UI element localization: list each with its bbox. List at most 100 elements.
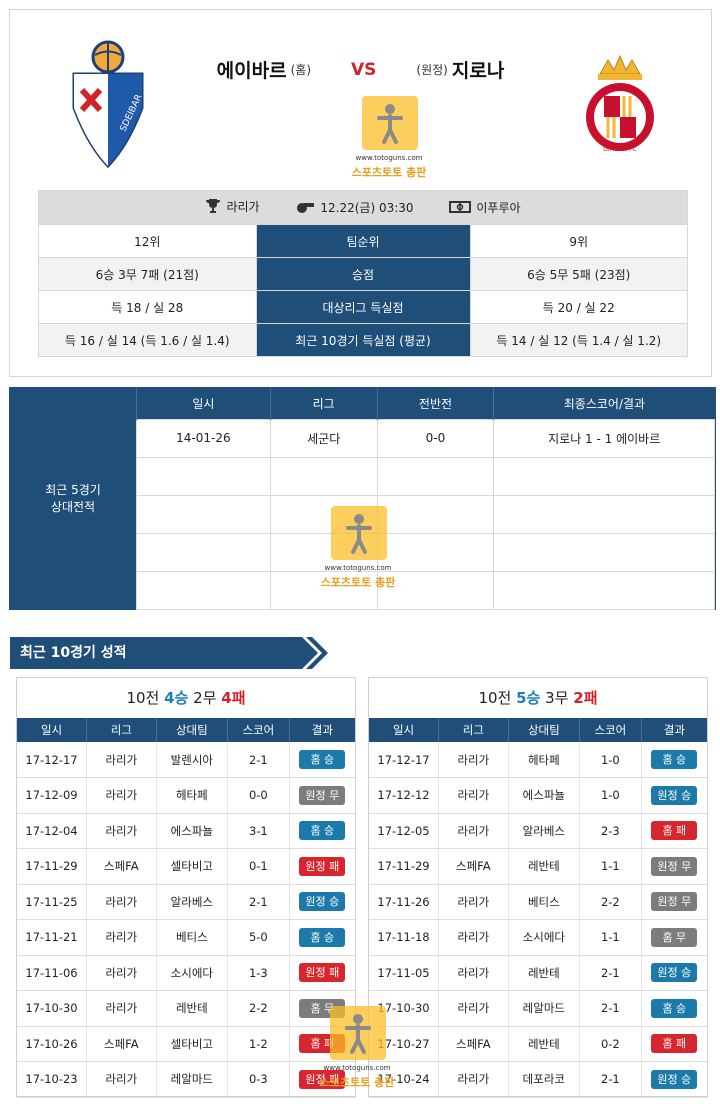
whistle-icon: [297, 203, 315, 214]
cell-date: 17-11-06: [17, 955, 87, 991]
cell-league: 라리가: [438, 884, 509, 920]
table-row: 17-11-18 라리가 소시에다 1-1 홈 무: [369, 919, 707, 956]
cell-date: 17-11-25: [17, 884, 87, 920]
away-team-name: 지로나: [451, 60, 505, 82]
cell-league: 라리가: [86, 813, 157, 849]
home-recent-panel: 10전 4승 2무 4패 일시 리그 상대팀 스코어 결과 17-12-17 라리가 발렌시…: [16, 677, 356, 1098]
table-row: [136, 456, 715, 496]
cell-date: 17-10-26: [17, 1026, 87, 1062]
away-recent-table: 일시 리그 상대팀 스코어 결과 17-12-17 라리가 헤타페 1-0 홈 승 17-12-1…: [369, 718, 707, 1098]
watermark: www.totoguns.com 스포츠토토 총판: [313, 506, 403, 596]
cell-opp: 에스파뇰: [507, 777, 580, 814]
cell-score: 5-0: [227, 919, 290, 956]
table-row: 17-10-30 라리가 레반테 2-2 홈 무: [17, 990, 355, 1027]
venue-info: 이푸루아: [449, 199, 521, 216]
cell-opp: 소시에다: [155, 955, 228, 991]
cell-score: 0-2: [579, 1026, 642, 1062]
cell-score: 1-0: [579, 777, 642, 814]
h2h-header: 일시: [136, 388, 271, 419]
watermark: www.totoguns.com 스포츠토토 총판: [312, 1006, 402, 1096]
h2h-header: 최종스코어/결과: [493, 388, 715, 419]
home-recent-table: 일시 리그 상대팀 스코어 결과 17-12-17 라리가 발렌시아 2-1 홈 승 17-12-…: [17, 718, 355, 1098]
table-row: [136, 532, 715, 572]
table-row: 17-10-30 라리가 레알마드 2-1 홈 승: [369, 990, 707, 1027]
cell-opp: 셀타비고: [155, 848, 228, 885]
cell-league: 라리가: [438, 777, 509, 814]
cell-date: 17-12-12: [369, 777, 439, 814]
cell-opp: 셀타비고: [155, 1026, 228, 1062]
cell-date: 17-12-04: [17, 813, 87, 849]
cell-opp: 알라베스: [507, 813, 580, 849]
cell-opp: 레알마드: [155, 1061, 228, 1098]
result-badge: 원정 무: [299, 785, 346, 805]
cell-opp: 알라베스: [155, 884, 228, 920]
cell-league: 라리가: [86, 919, 157, 956]
cell-league: 라리가: [438, 919, 509, 956]
cell-score: 2-1: [579, 955, 642, 991]
cell-date: 17-11-29: [17, 848, 87, 885]
recent-10-banner: 최근 10경기 성적: [10, 637, 330, 669]
cell-date: 17-11-29: [369, 848, 439, 885]
table-row: 17-12-17 라리가 헤타페 1-0 홈 승: [369, 742, 707, 778]
table-row: 17-12-17 라리가 발렌시아 2-1 홈 승: [17, 742, 355, 778]
h2h-header: 리그: [269, 388, 378, 419]
table-row: 17-12-04 라리가 에스파뇰 3-1 홈 승: [17, 813, 355, 849]
result-badge: 원정 승: [299, 892, 346, 912]
cell-date: 17-10-24: [369, 1061, 439, 1098]
cell-opp: 베티스: [507, 884, 580, 920]
away-recent-summary: 10전 5승 3무 2패: [478, 689, 598, 707]
table-row: 17-10-26 스페FA 셀타비고 1-2 홈 패: [17, 1026, 355, 1062]
table-row: 17-11-05 라리가 레반테 2-1 원정 승: [369, 955, 707, 991]
cell-league: 라리가: [86, 955, 157, 991]
cell-opp: 에스파뇰: [155, 813, 228, 849]
league-info: 라리가: [205, 198, 260, 215]
compare-row: 12위 팀순위 9위: [38, 224, 688, 258]
cell-opp: 베티스: [155, 919, 228, 956]
double-chevron-icon: [294, 637, 328, 669]
result-badge: 홈 승: [651, 998, 698, 1018]
cell-score: 1-1: [579, 848, 642, 885]
cell-league: 라리가: [86, 884, 157, 920]
cell-score: 2-1: [227, 884, 290, 920]
table-row: 14-01-26 세군다 0-0 지로나 1 - 1 에이바르: [136, 418, 715, 458]
cell-opp: 레반테: [507, 848, 580, 885]
cell-score: 2-1: [227, 742, 290, 778]
result-badge: 원정 패: [299, 856, 346, 876]
table-row: 17-11-29 스페FA 셀타비고 0-1 원정 패: [17, 848, 355, 885]
away-recent-panel: 10전 5승 3무 2패 일시 리그 상대팀 스코어 결과 17-12-17 라리가 헤타페…: [368, 677, 708, 1098]
watermark: www.totoguns.com 스포츠토토 총판: [344, 96, 434, 186]
result-badge: 홈 승: [299, 750, 346, 769]
cell-score: 1-2: [227, 1026, 290, 1062]
table-row: 17-11-21 라리가 베티스 5-0 홈 승: [17, 919, 355, 956]
cell-score: 2-2: [227, 990, 290, 1027]
cell-opp: 헤타페: [507, 742, 580, 778]
h2h-table: 일시 리그 전반전 최종스코어/결과 14-01-26 세군다 0-0 지로나 1 -…: [136, 388, 715, 610]
vs-label: VS: [351, 59, 377, 80]
result-badge: 홈 승: [651, 750, 698, 769]
cell-date: 17-10-30: [17, 990, 87, 1027]
table-row: 17-12-09 라리가 헤타페 0-0 원정 무: [17, 777, 355, 814]
result-badge: 홈 무: [651, 927, 698, 947]
h2h-label: 최근 5경기 상대전적: [10, 388, 136, 609]
datetime-info: 12.22(금) 03:30: [295, 199, 414, 216]
cell-date: 17-12-09: [17, 777, 87, 814]
person-icon: [377, 104, 403, 144]
table-row: 17-12-05 라리가 알라베스 2-3 홈 패: [369, 813, 707, 849]
table-row: 17-12-12 라리가 에스파뇰 1-0 원정 승: [369, 777, 707, 814]
svg-text:GIRONA FC: GIRONA FC: [603, 146, 636, 153]
cell-score: 1-3: [227, 955, 290, 991]
stadium-icon: [449, 201, 472, 214]
cell-league: 스페FA: [438, 848, 509, 885]
result-badge: 홈 패: [651, 821, 698, 841]
cell-date: 17-12-05: [369, 813, 439, 849]
cell-league: 라리가: [438, 1061, 509, 1098]
cell-score: 3-1: [227, 813, 290, 849]
cell-league: 스페FA: [86, 1026, 157, 1062]
result-badge: 홈 승: [299, 927, 346, 947]
result-badge: 원정 무: [651, 856, 698, 876]
result-badge: 원정 패: [299, 1069, 346, 1089]
cell-score: 0-0: [227, 777, 290, 814]
cell-date: 17-11-26: [369, 884, 439, 920]
result-badge: 원정 패: [299, 963, 346, 983]
cell-opp: 레반테: [155, 990, 228, 1027]
